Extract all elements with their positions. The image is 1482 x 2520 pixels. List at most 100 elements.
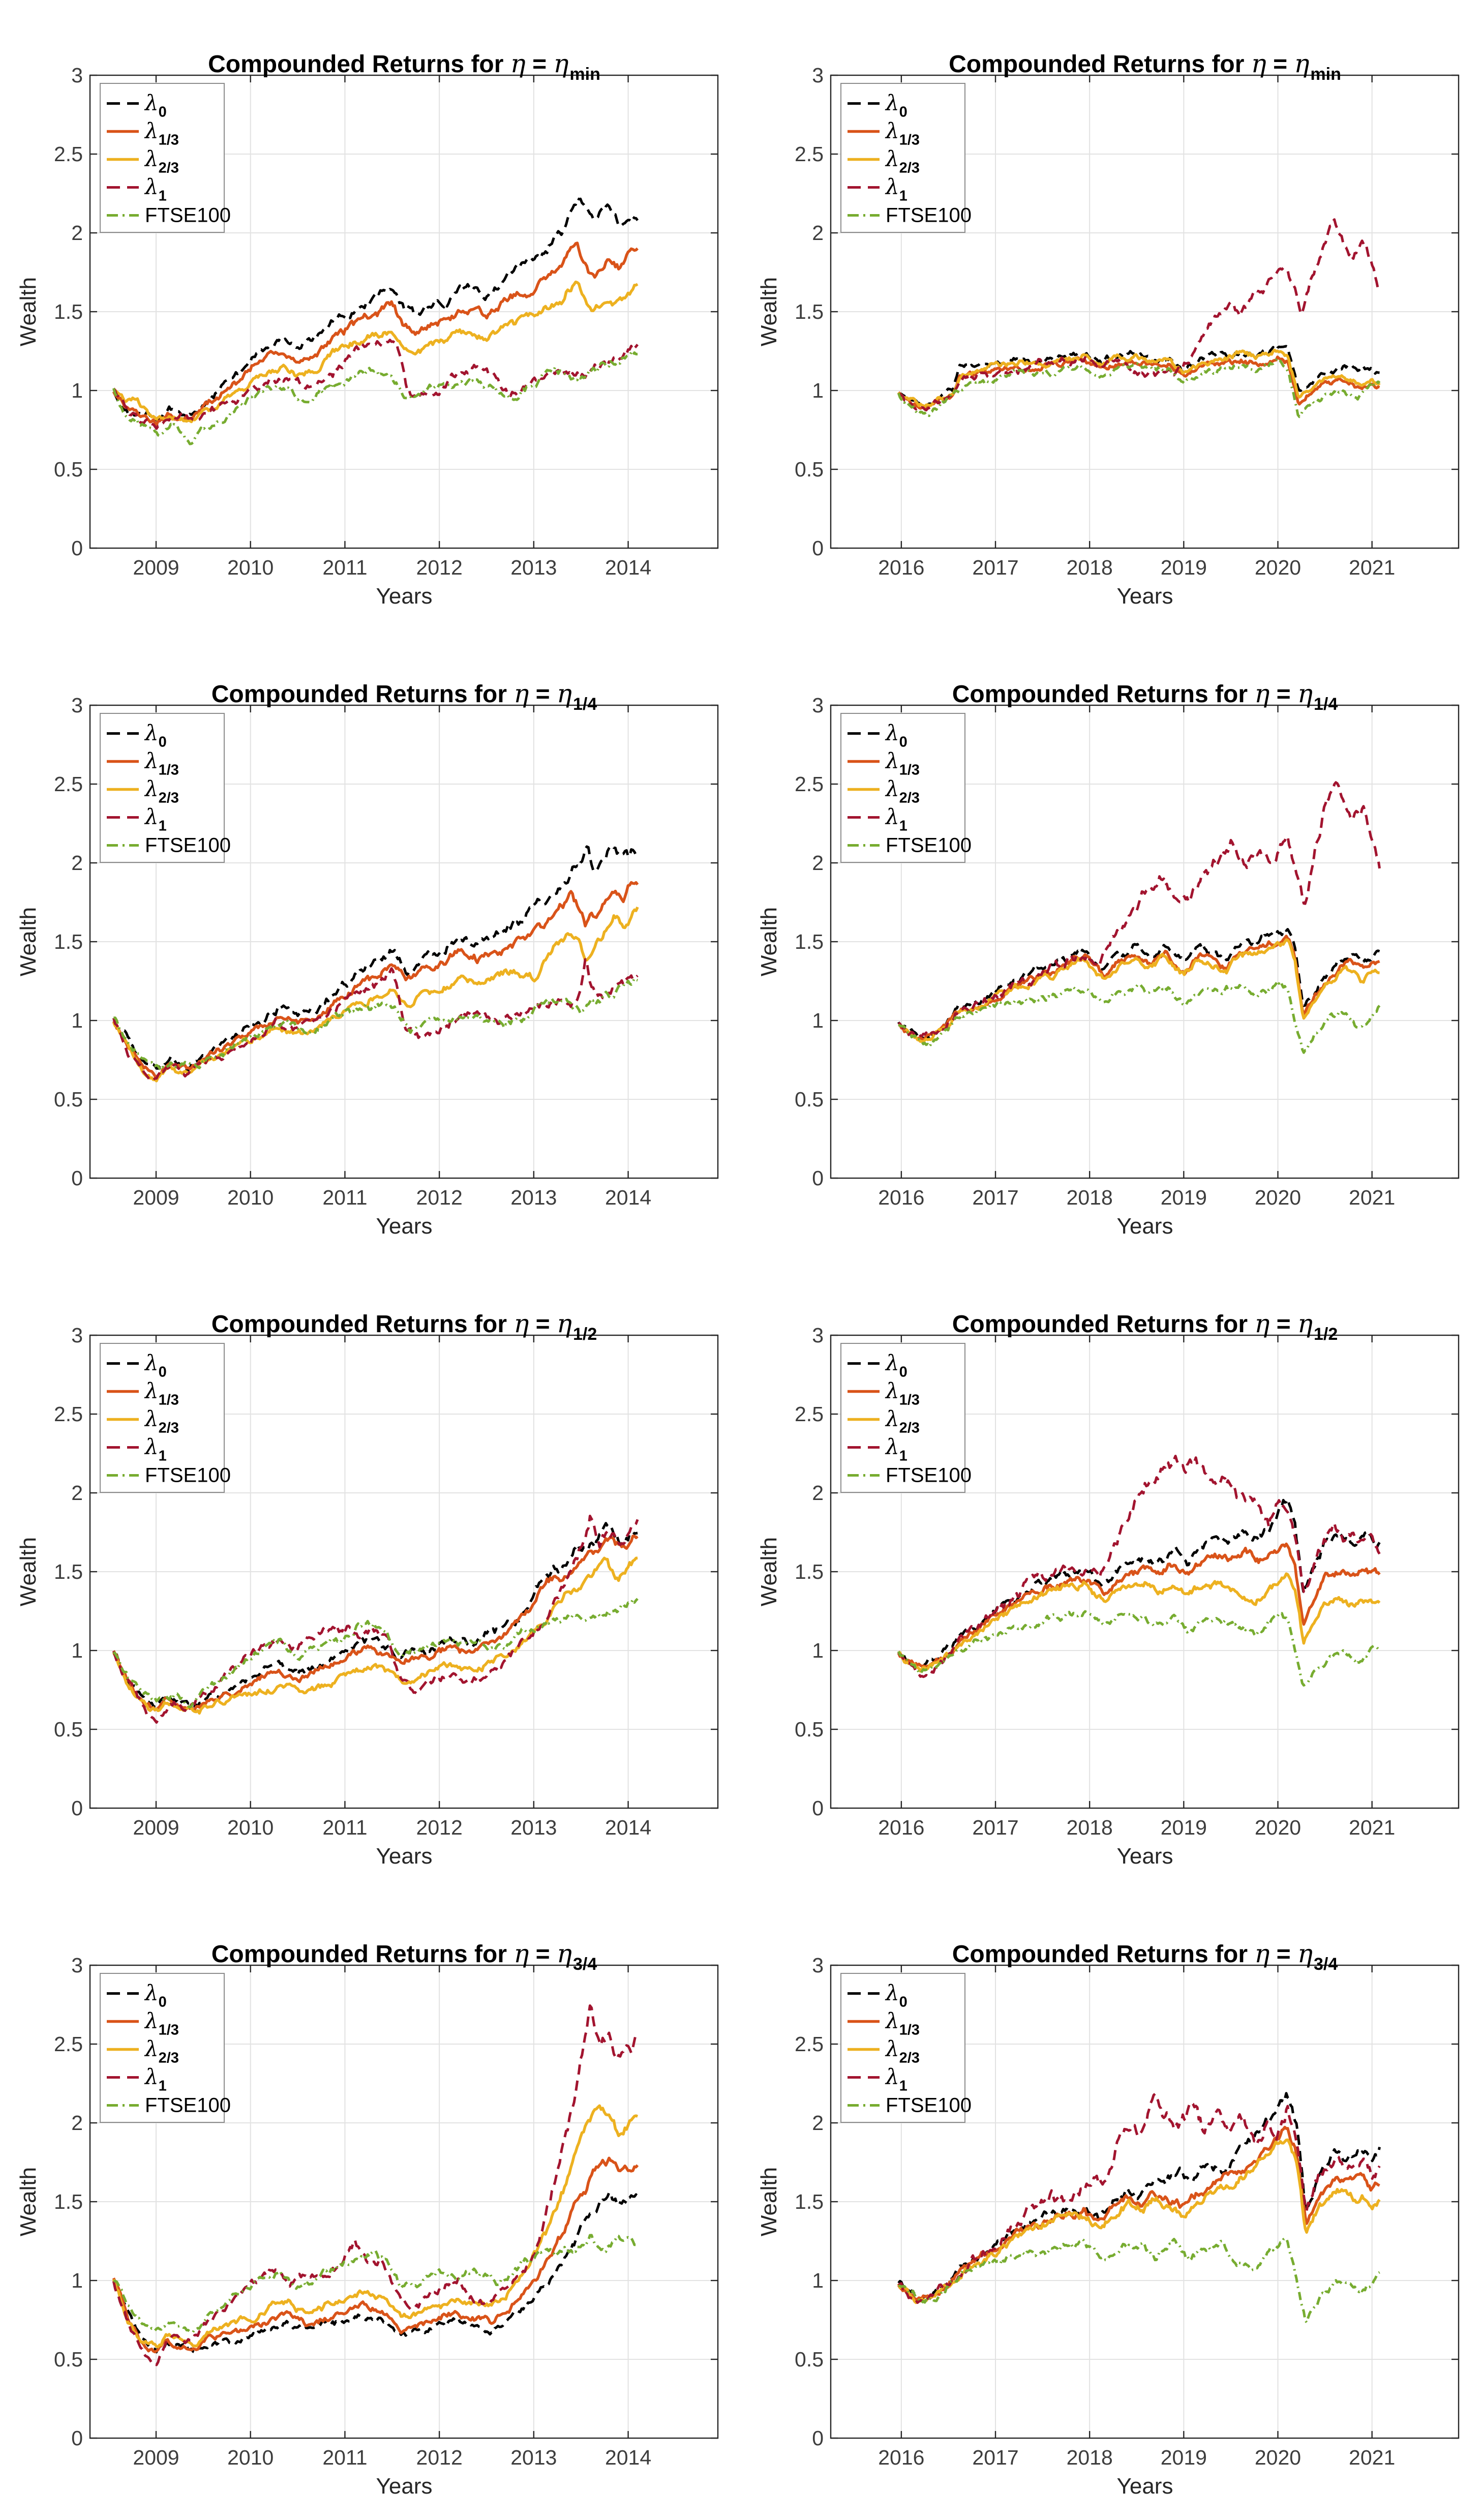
series-ftse100-line — [112, 351, 638, 445]
legend-item-lambda-1-3: λ1/3 — [107, 118, 179, 148]
eta-symbol: η — [553, 48, 569, 78]
legend-box — [100, 1343, 225, 1493]
legend-item-label: λ1/3 — [885, 2008, 920, 2038]
series-lambda-2-3-line — [112, 1556, 638, 1715]
y-tick-label: 0 — [71, 536, 83, 560]
chart-title: Compounded Returns for η = η1/2 — [831, 1308, 1459, 1344]
x-tick-label: 2017 — [972, 2446, 1018, 2469]
x-axis-label: Years — [1116, 1214, 1173, 1239]
eta-subscript: 3/4 — [1314, 1954, 1338, 1974]
legend-item-label: FTSE100 — [886, 204, 972, 227]
x-tick-label: 2012 — [416, 556, 463, 579]
legend-box — [100, 1973, 225, 2123]
equals-sign: = — [529, 1940, 557, 1968]
eta-symbol: η — [1251, 48, 1266, 78]
legend-item-ftse100: FTSE100 — [848, 204, 972, 227]
eta-symbol: η — [557, 1308, 572, 1338]
legend-item-label: λ1 — [144, 2064, 167, 2094]
legend-item-label: FTSE100 — [886, 1464, 972, 1487]
x-tick-label: 2011 — [322, 2446, 367, 2469]
title-text: Compounded Returns for — [952, 1940, 1255, 1968]
chart-title: Compounded Returns for η = η1/4 — [831, 679, 1459, 714]
legend-item-label: λ0 — [144, 1351, 167, 1381]
y-tick-label: 3 — [812, 694, 824, 717]
eta-symbol: η — [1297, 1308, 1313, 1338]
series-lambda-2-3-line — [897, 1572, 1381, 1673]
eta-subscript: 1/2 — [1314, 1324, 1338, 1344]
legend-item-label: λ2/3 — [144, 146, 179, 176]
x-tick-label: 2014 — [605, 1816, 651, 1839]
legend-item-label: λ2/3 — [144, 1406, 179, 1436]
legend-item-lambda-2-3: λ2/3 — [107, 2036, 179, 2066]
legend-item-label: λ2/3 — [885, 2036, 920, 2066]
y-tick-label: 2 — [812, 851, 824, 875]
chart-title: Compounded Returns for η = η3/4 — [90, 1939, 718, 1974]
y-tick-label: 2 — [71, 851, 83, 875]
x-tick-label: 2017 — [972, 556, 1018, 579]
series-group — [112, 197, 639, 445]
x-tick-label: 2019 — [1161, 556, 1207, 579]
title-text: Compounded Returns for — [949, 50, 1251, 78]
legend-item-lambda-1: λ1 — [107, 804, 167, 834]
y-tick-label: 0.5 — [54, 458, 83, 481]
y-tick-label: 1 — [71, 2269, 83, 2292]
legend-item-lambda-2-3: λ2/3 — [848, 1406, 920, 1436]
legend-item-ftse100: FTSE100 — [848, 1464, 972, 1487]
x-tick-label: 2017 — [972, 1816, 1018, 1839]
y-tick-label: 3 — [71, 64, 83, 87]
x-tick-label: 2009 — [133, 556, 179, 579]
legend-item-ftse100: FTSE100 — [107, 2094, 231, 2117]
y-tick-label: 2.5 — [54, 1402, 83, 1426]
x-tick-label: 2009 — [133, 1186, 179, 1209]
y-tick-label: 2 — [812, 1481, 824, 1505]
chart-eta-min-2009-2014: 2009 2010 2011 2012 2013 2014 0 0.5 1 1.5 2 2.5 3 λ0 λ… — [0, 0, 741, 630]
series-lambda-0-line — [112, 2191, 639, 2354]
eta-symbol: η — [557, 678, 572, 708]
legend-item-label: λ1 — [144, 1434, 167, 1464]
legend-item-lambda-0: λ0 — [848, 91, 908, 121]
x-tick-label: 2020 — [1255, 1816, 1301, 1839]
y-tick-label: 1 — [71, 1009, 83, 1032]
eta-subscript: 3/4 — [573, 1954, 597, 1974]
legend-item-label: FTSE100 — [145, 834, 231, 857]
x-tick-label: 2010 — [227, 2446, 274, 2469]
x-tick-label: 2011 — [322, 1186, 367, 1209]
y-axis-label: Wealth — [757, 277, 781, 347]
series-lambda-2-3-line — [898, 938, 1380, 1043]
x-tick-label: 2010 — [227, 1186, 274, 1209]
legend-item-label: λ1 — [885, 804, 908, 834]
legend-box — [100, 713, 225, 863]
x-tick-label: 2020 — [1255, 556, 1301, 579]
legend-item-lambda-1-3: λ1/3 — [107, 2008, 179, 2038]
legend-item-label: λ1 — [885, 1434, 908, 1464]
series-lambda-1-3-line — [897, 2125, 1380, 2301]
x-tick-label: 2009 — [133, 1816, 179, 1839]
legend-item-label: λ1/3 — [144, 748, 179, 778]
legend-item-label: λ0 — [885, 721, 908, 751]
y-tick-label: 0 — [812, 1796, 824, 1820]
legend-item-lambda-2-3: λ2/3 — [848, 2036, 920, 2066]
y-tick-label: 0.5 — [795, 458, 824, 481]
y-tick-label: 0 — [812, 536, 824, 560]
y-axis-label: Wealth — [757, 1537, 781, 1607]
y-tick-label: 2.5 — [795, 772, 824, 796]
y-tick-label: 0.5 — [795, 1718, 824, 1741]
series-ftse100-line — [898, 979, 1381, 1054]
y-axis-label: Wealth — [757, 907, 781, 977]
plot-eta-min-2016-2021: 2016 2017 2018 2019 2020 202100.511.522.53λ0λ… — [795, 64, 1460, 579]
x-tick-label: 2018 — [1067, 2446, 1113, 2469]
y-tick-label: 0.5 — [795, 1088, 824, 1111]
series-lambda-1-3-line — [112, 1535, 639, 1712]
legend-item-label: λ2/3 — [885, 146, 920, 176]
legend-item-lambda-1: λ1 — [848, 2064, 908, 2094]
legend-item-lambda-1-3: λ1/3 — [848, 118, 920, 148]
title-text: Compounded Returns for — [211, 1310, 514, 1338]
x-tick-label: 2012 — [416, 2446, 463, 2469]
chart-title: Compounded Returns for η = ηmin — [90, 48, 718, 84]
legend-box — [840, 1973, 965, 2123]
legend-item-lambda-1: λ1 — [848, 1434, 908, 1464]
legend-item-label: λ0 — [144, 91, 167, 121]
plot-eta-3-4-2016-2021: 2016 2017 2018 2019 2020 202100.511.522.53λ0λ… — [795, 1954, 1460, 2469]
legend-item-lambda-1-3: λ1/3 — [107, 1378, 179, 1408]
